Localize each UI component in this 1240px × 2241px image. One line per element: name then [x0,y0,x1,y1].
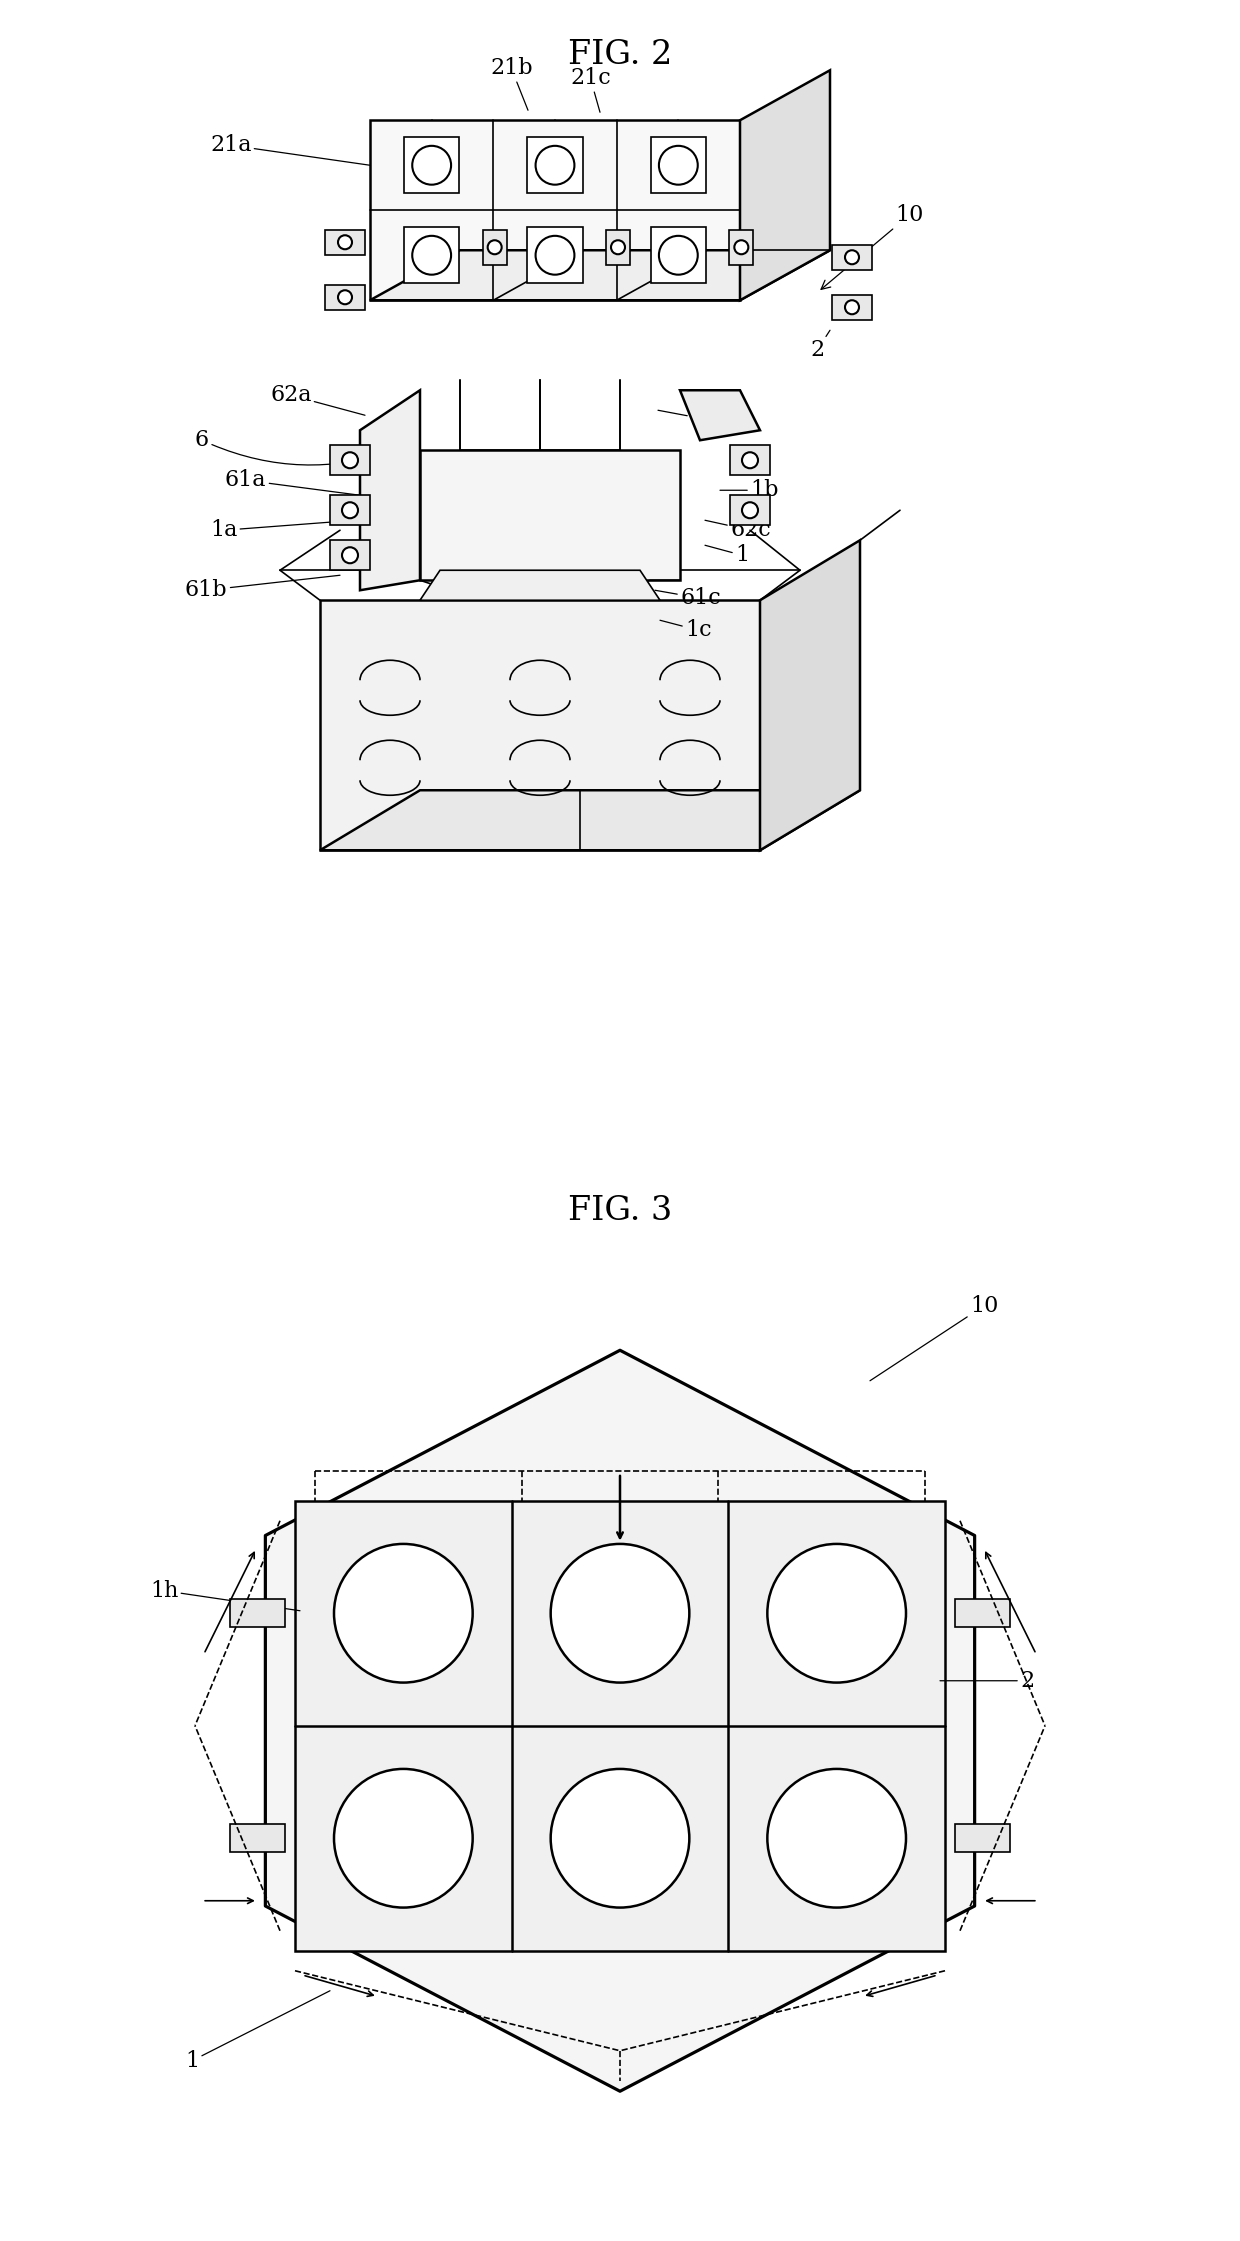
Circle shape [536,146,574,184]
Polygon shape [295,1501,945,1950]
Polygon shape [606,231,630,264]
Polygon shape [404,137,459,193]
Polygon shape [320,601,760,849]
Polygon shape [832,244,872,271]
Polygon shape [729,231,754,264]
Text: 62c: 62c [706,520,771,542]
Circle shape [551,1768,689,1907]
Circle shape [339,235,352,249]
Polygon shape [325,285,365,309]
Polygon shape [330,495,370,524]
Polygon shape [955,1600,1011,1627]
Text: 1c: 1c [660,619,712,641]
Polygon shape [420,569,660,601]
Polygon shape [955,1824,1011,1853]
Text: 61b: 61b [185,576,340,601]
Circle shape [334,1768,472,1907]
Polygon shape [832,296,872,320]
Polygon shape [404,229,459,282]
Circle shape [334,1544,472,1683]
Circle shape [658,146,698,184]
Circle shape [536,235,574,276]
Polygon shape [320,791,861,849]
Polygon shape [482,231,507,264]
Circle shape [342,547,358,562]
Polygon shape [730,495,770,524]
Polygon shape [651,137,706,193]
Polygon shape [680,390,760,439]
Circle shape [412,235,451,276]
Text: 10: 10 [870,1295,998,1380]
Text: 21c: 21c [570,67,611,112]
Circle shape [611,240,625,253]
Polygon shape [527,229,583,282]
Text: 1a: 1a [210,520,355,542]
Polygon shape [370,121,740,300]
Text: 1b: 1b [720,480,779,502]
Text: 10: 10 [821,204,924,289]
Text: 61a: 61a [224,468,360,495]
Circle shape [742,502,758,518]
Circle shape [487,240,502,253]
Polygon shape [527,137,583,193]
Circle shape [339,291,352,305]
Circle shape [342,453,358,468]
Text: 1h: 1h [150,1580,300,1611]
Text: 61c: 61c [655,587,720,610]
Polygon shape [360,390,420,589]
Polygon shape [420,450,680,580]
Polygon shape [330,446,370,475]
Circle shape [342,502,358,518]
Circle shape [551,1544,689,1683]
Polygon shape [229,1600,285,1627]
Text: 62b: 62b [658,410,733,430]
Polygon shape [760,540,861,849]
Circle shape [734,240,748,253]
Text: 21a: 21a [210,134,370,166]
Circle shape [658,235,698,276]
Polygon shape [330,540,370,569]
Text: 2: 2 [810,329,830,361]
Text: 1: 1 [706,545,749,567]
Circle shape [412,146,451,184]
Polygon shape [265,1351,975,2091]
Polygon shape [229,1824,285,1853]
Polygon shape [730,446,770,475]
Text: 2: 2 [940,1670,1034,1692]
Circle shape [844,251,859,264]
Text: 6: 6 [195,430,393,464]
Polygon shape [651,229,706,282]
Text: 1: 1 [185,1990,330,2071]
Polygon shape [740,69,830,300]
Text: 21b: 21b [490,58,533,110]
Text: FIG. 3: FIG. 3 [568,1194,672,1226]
Polygon shape [370,251,830,300]
Text: FIG. 2: FIG. 2 [568,40,672,72]
Text: 62a: 62a [270,383,365,415]
Circle shape [844,300,859,314]
Circle shape [768,1768,906,1907]
Polygon shape [325,231,365,255]
Circle shape [768,1544,906,1683]
Circle shape [742,453,758,468]
